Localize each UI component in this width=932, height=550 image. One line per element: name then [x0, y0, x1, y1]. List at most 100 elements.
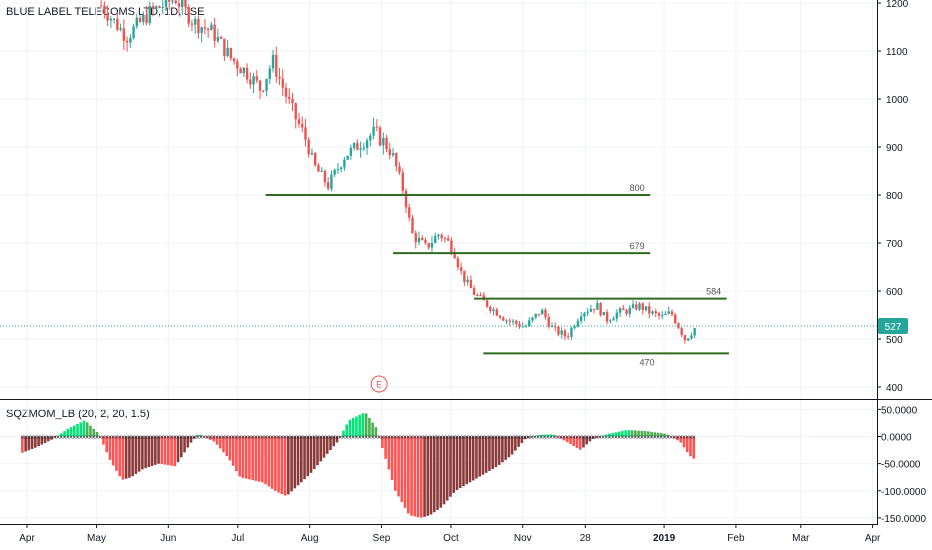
- price-tick-label: 500: [886, 335, 903, 346]
- histogram-bar: [364, 413, 368, 437]
- squeeze-dot: ×: [624, 435, 628, 442]
- candle-body: [644, 306, 648, 311]
- histogram-bar: [312, 436, 316, 470]
- candle-body: [112, 18, 116, 20]
- histogram-bar: [196, 434, 199, 437]
- squeeze-dot: ×: [238, 435, 242, 442]
- squeeze-dot: ×: [225, 435, 229, 442]
- price-axis[interactable]: 400 500 600 700 800 900 1000 1100 1200: [877, 0, 909, 394]
- candle-body: [557, 326, 560, 335]
- price-tick-label: 1200: [886, 0, 909, 10]
- candle-body: [592, 308, 596, 310]
- histogram-bar: [63, 431, 66, 437]
- histogram-bar: [669, 436, 673, 438]
- histogram-bar: [355, 416, 358, 437]
- candle-body: [683, 335, 687, 341]
- histogram-bar: [465, 436, 469, 485]
- candle-body: [330, 174, 333, 189]
- candle-body: [239, 68, 242, 74]
- histogram-bar: [274, 436, 277, 491]
- squeeze-dot: ×: [69, 435, 73, 442]
- squeeze-dot: ×: [50, 435, 54, 442]
- histogram-bar: [666, 434, 670, 437]
- squeeze-dot: ×: [455, 435, 459, 442]
- histogram-bar: [95, 431, 99, 437]
- histogram-bar: [507, 436, 511, 458]
- candle-body: [472, 288, 476, 296]
- candle-body: [265, 78, 268, 91]
- squeeze-dot: ×: [484, 435, 488, 442]
- squeeze-dot: ×: [380, 435, 384, 442]
- squeeze-dot: ×: [182, 435, 186, 442]
- squeeze-dot: ×: [62, 435, 66, 442]
- candle-body: [362, 147, 366, 149]
- squeeze-dot: ×: [601, 435, 605, 442]
- level-label: 584: [706, 287, 721, 297]
- squeeze-dot: ×: [594, 435, 598, 442]
- squeeze-dot: ×: [384, 435, 388, 442]
- histogram-bar: [559, 436, 563, 439]
- squeeze-dot: ×: [682, 435, 686, 442]
- squeeze-dot: ×: [611, 435, 615, 442]
- candle-body: [670, 311, 674, 315]
- squeeze-dot: ×: [637, 435, 641, 442]
- candle-body: [596, 303, 599, 310]
- histogram-bar: [692, 436, 696, 459]
- histogram-bar: [627, 430, 631, 437]
- candle-body: [349, 147, 353, 156]
- histogram-bar: [552, 435, 556, 437]
- squeeze-dot: ×: [591, 435, 595, 442]
- candle-body: [625, 310, 628, 314]
- squeeze-dot: ×: [228, 435, 232, 442]
- candle-body: [151, 6, 155, 10]
- histogram-bar: [111, 436, 115, 466]
- histogram-bar: [332, 436, 336, 447]
- squeeze-dot: ×: [620, 435, 624, 442]
- squeeze-dot: ×: [614, 435, 618, 442]
- histogram-bar: [205, 436, 209, 439]
- squeeze-dot: ×: [137, 435, 141, 442]
- candle-body: [469, 279, 473, 289]
- last-price-box: [878, 318, 908, 335]
- squeeze-dot: ×: [92, 435, 96, 442]
- histogram-bar: [471, 436, 475, 481]
- horizontal-levels[interactable]: 800 679 584 470: [0, 183, 877, 367]
- candle-body: [223, 38, 226, 57]
- histogram-bar: [371, 422, 374, 437]
- squeeze-dot: ×: [581, 435, 585, 442]
- histogram-bar: [403, 436, 407, 508]
- squeeze-dot: ×: [315, 435, 319, 442]
- squeeze-dot: ×: [507, 435, 511, 442]
- squeeze-dot: ×: [202, 435, 206, 442]
- histogram-bar: [656, 432, 660, 437]
- squeeze-dot: ×: [319, 435, 323, 442]
- candle-body: [369, 135, 372, 141]
- histogram-bar: [458, 436, 462, 489]
- squeeze-dot: ×: [442, 435, 446, 442]
- candlestick-series: [99, 0, 696, 344]
- squeeze-dot: ×: [435, 435, 439, 442]
- time-axis[interactable]: Apr May Jun Jul Aug Sep Oct Nov 28 2019 Feb Mar Apr: [19, 524, 881, 544]
- histogram-bar: [199, 434, 203, 437]
- squeeze-dot: ×: [510, 435, 514, 442]
- histogram-bar: [21, 436, 24, 453]
- histogram-bar: [59, 433, 63, 437]
- event-marker[interactable]: E: [370, 375, 388, 393]
- histogram-bar: [400, 436, 404, 503]
- candle-body: [249, 79, 252, 85]
- squeeze-dot: ×: [491, 435, 495, 442]
- candle-body: [132, 26, 135, 39]
- histogram-bar: [621, 430, 624, 437]
- squeeze-dot: ×: [59, 435, 63, 442]
- indicator-axis[interactable]: 50.0000 0.0000 -50.0000 -100.0000 -150.0000: [877, 405, 926, 525]
- candle-body: [268, 68, 271, 79]
- squeeze-dot: ×: [325, 435, 329, 442]
- candle-body: [680, 328, 683, 336]
- squeeze-dot: ×: [24, 435, 28, 442]
- candle-body: [560, 330, 563, 335]
- squeeze-dot: ×: [575, 435, 579, 442]
- squeeze-dot: ×: [413, 435, 417, 442]
- candle-body: [294, 103, 297, 120]
